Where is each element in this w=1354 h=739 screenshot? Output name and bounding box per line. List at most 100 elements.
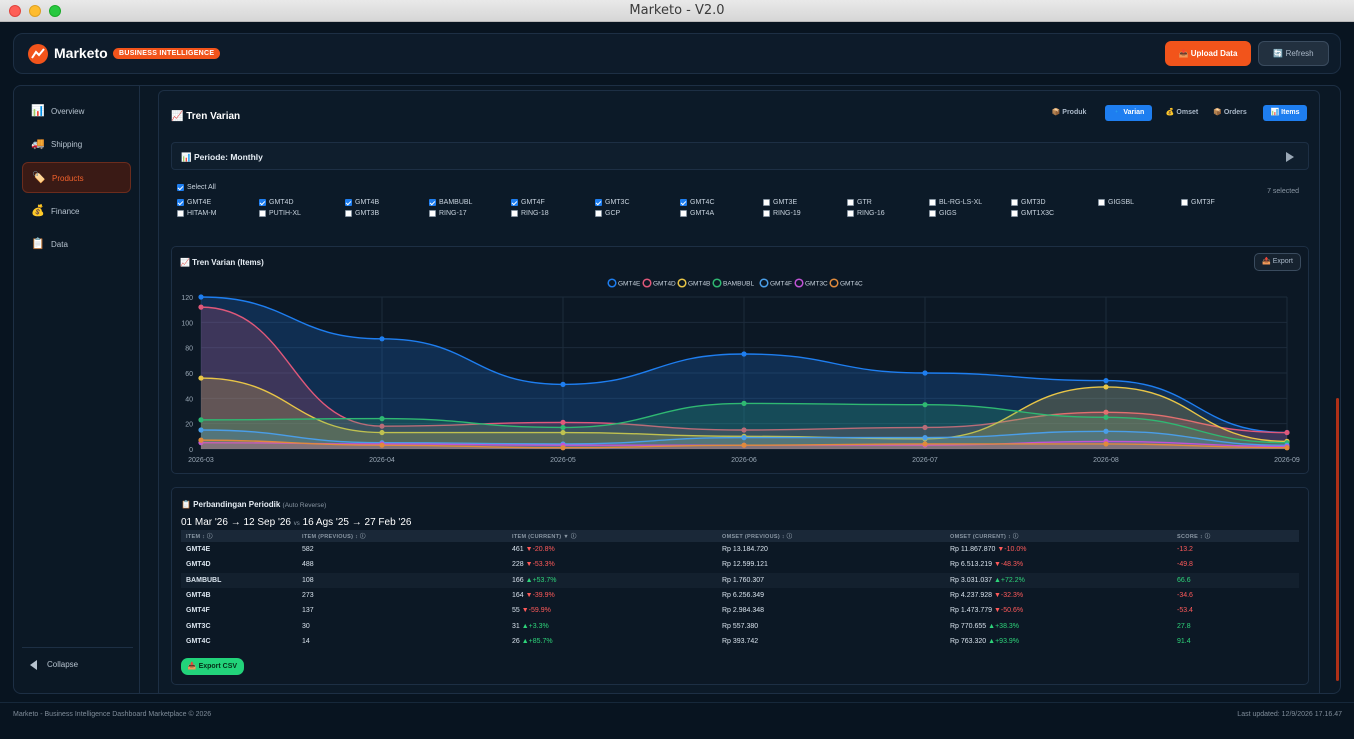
data-point	[922, 370, 928, 376]
tab-produk[interactable]: 📦 Produk	[1051, 109, 1087, 116]
refresh-button[interactable]: 🔄 Refresh	[1258, 41, 1329, 66]
variant-checkbox[interactable]: PUTIH-XL	[259, 209, 301, 218]
column-header[interactable]: ITEM ↕ ⓘ	[181, 530, 297, 542]
sidebar-item-overview[interactable]: 📊 Overview	[22, 96, 131, 127]
variant-label: GMT4C	[690, 199, 715, 206]
variant-checkbox[interactable]: GMT4B	[345, 198, 379, 207]
cell-value: Rp 1.760.307	[722, 576, 765, 584]
cell-value: 27.8	[1177, 622, 1191, 630]
cell-value: 582	[302, 546, 314, 554]
data-point	[560, 419, 566, 425]
chart-title: 📈 Tren Varian (Items)	[180, 258, 264, 267]
y-tick-label: 40	[185, 396, 193, 403]
table-cell: -49.8	[1172, 557, 1299, 572]
cell-value: ▼-59.9%	[521, 607, 551, 615]
table-row: GMT4C 14 26 ▲+85.7% Rp 393.742 Rp 763.320 ▲+…	[181, 634, 1299, 649]
variant-checkbox[interactable]: RING-18	[511, 209, 549, 218]
variant-trend-panel: 📈 Tren Varian 📦 Produk 🔹 Varian 💰 Omset …	[158, 90, 1320, 693]
variant-checkbox[interactable]: GCP	[595, 209, 620, 218]
y-tick-label: 100	[181, 320, 193, 327]
variant-label: GMT4B	[355, 199, 380, 206]
current-range: 01 Mar '26 → 12 Sep '26	[181, 517, 291, 528]
column-header[interactable]: OMSET (CURRENT) ↕ ⓘ	[945, 530, 1172, 542]
cell-value: GMT4C	[186, 637, 211, 645]
select-all-checkbox[interactable]: Select All	[177, 183, 216, 192]
checkbox-box	[929, 199, 936, 206]
table-cell: -13.2	[1172, 542, 1299, 557]
variant-checkbox[interactable]: GTR	[847, 198, 872, 207]
table-cell: -34.6	[1172, 588, 1299, 603]
column-header[interactable]: SCORE ↕ ⓘ	[1172, 530, 1299, 542]
sidebar-item-products[interactable]: 🏷️ Products	[22, 162, 131, 193]
column-header[interactable]: ITEM (PREVIOUS) ↕ ⓘ	[297, 530, 507, 542]
column-header[interactable]: ITEM (CURRENT) ▼ ⓘ	[507, 530, 717, 542]
upload-data-button[interactable]: 📤 Upload Data	[1165, 41, 1251, 66]
close-window-button[interactable]	[9, 5, 21, 17]
data-point	[379, 429, 385, 436]
variant-checkbox[interactable]: GMT4C	[680, 198, 715, 207]
x-tick-label: 2026-05	[550, 457, 576, 464]
data-point	[922, 402, 928, 408]
sidebar-item-finance[interactable]: 💰 Finance	[22, 196, 131, 227]
export-chart-button[interactable]: 📤 Export	[1254, 253, 1301, 271]
table-cell: Rp 393.742	[717, 634, 945, 649]
variant-checkbox[interactable]: GIGS	[929, 209, 957, 218]
checkbox-box	[763, 199, 770, 206]
cell-value: ▼-50.6%	[994, 607, 1024, 615]
cell-value: Rp 557.380	[722, 622, 759, 630]
variant-checkbox[interactable]: GMT1X3C	[1011, 209, 1054, 218]
x-tick-label: 2026-07	[912, 457, 938, 464]
sidebar-item-data[interactable]: 📋 Data	[22, 229, 131, 260]
variant-label: PUTIH-XL	[269, 210, 301, 217]
tab-omset[interactable]: 💰 Omset	[1165, 109, 1199, 116]
cell-value: Rp 2.984.348	[722, 607, 765, 615]
variant-checkbox[interactable]: GMT3E	[763, 198, 797, 207]
variant-checkbox[interactable]: BL-RG-LS-XL	[929, 198, 982, 207]
cell-value: Rp 12.599.121	[722, 561, 768, 569]
variant-checkbox[interactable]: GIGSBL	[1098, 198, 1134, 207]
variant-checkbox[interactable]: RING-16	[847, 209, 885, 218]
cell-value: Rp 770.655	[950, 622, 987, 630]
data-point	[379, 416, 385, 422]
column-header[interactable]: OMSET (PREVIOUS) ↕ ⓘ	[717, 530, 945, 542]
variant-checkbox[interactable]: HITAM-M	[177, 209, 216, 218]
variant-label: GMT1X3C	[1021, 210, 1055, 217]
legend-label: GMT4E	[618, 281, 641, 288]
variant-checkbox[interactable]: GMT4F	[511, 198, 545, 207]
variant-checkbox[interactable]: GMT4A	[680, 209, 714, 218]
x-tick-label: 2026-09	[1274, 457, 1300, 464]
variant-checkbox[interactable]: RING-17	[429, 209, 467, 218]
variant-checkbox[interactable]: GMT3C	[595, 198, 630, 207]
variant-checkbox[interactable]: GMT4E	[177, 198, 211, 207]
variant-checkbox[interactable]: GMT3F	[1181, 198, 1215, 207]
y-tick-label: 120	[181, 295, 193, 302]
cell-value: 91.4	[1177, 637, 1191, 645]
sidebar-item-shipping[interactable]: 🚚 Shipping	[22, 129, 131, 160]
variant-label: GMT3B	[355, 210, 380, 217]
table-cell: Rp 4.237.928 ▼-32.3%	[945, 588, 1172, 603]
tab-items[interactable]: 📊 Items	[1263, 105, 1307, 121]
legend-label: GMT3C	[805, 281, 828, 288]
tab-varian[interactable]: 🔹 Varian	[1105, 105, 1152, 121]
play-icon[interactable]	[1286, 152, 1294, 162]
checkbox-box	[429, 199, 436, 206]
maximize-window-button[interactable]	[49, 5, 61, 17]
main-scrollbar[interactable]	[1336, 398, 1339, 681]
table-cell: Rp 763.320 ▲+93.9%	[945, 634, 1172, 649]
variant-checkbox[interactable]: GMT4D	[259, 198, 294, 207]
variant-checkbox[interactable]: GMT3B	[345, 209, 379, 218]
sidebar-item-label: Shipping	[51, 140, 83, 149]
variant-checkbox[interactable]: GMT3D	[1011, 198, 1046, 207]
table-row: BAMBUBL 108 166 ▲+53.7% Rp 1.760.307 Rp 3.03…	[181, 572, 1299, 588]
variant-label: GTR	[857, 199, 872, 206]
collapse-sidebar-button[interactable]: Collapse	[30, 660, 78, 670]
tab-orders[interactable]: 📦 Orders	[1213, 109, 1247, 116]
table-row: GMT4D 488 228 ▼-53.3% Rp 12.599.121 Rp 6.513…	[181, 557, 1299, 572]
period-accordion[interactable]: 📊 Periode: Monthly	[171, 142, 1309, 170]
minimize-window-button[interactable]	[29, 5, 41, 17]
variant-checkbox[interactable]: RING-19	[763, 209, 801, 218]
variant-checkbox[interactable]: BAMBUBL	[429, 198, 472, 207]
cell-value: GMT4E	[186, 546, 211, 554]
comparison-title: 📋 Perbandingan Periodik (Auto Reverse)	[181, 500, 326, 509]
export-csv-button[interactable]: 📥 Export CSV	[181, 658, 244, 675]
